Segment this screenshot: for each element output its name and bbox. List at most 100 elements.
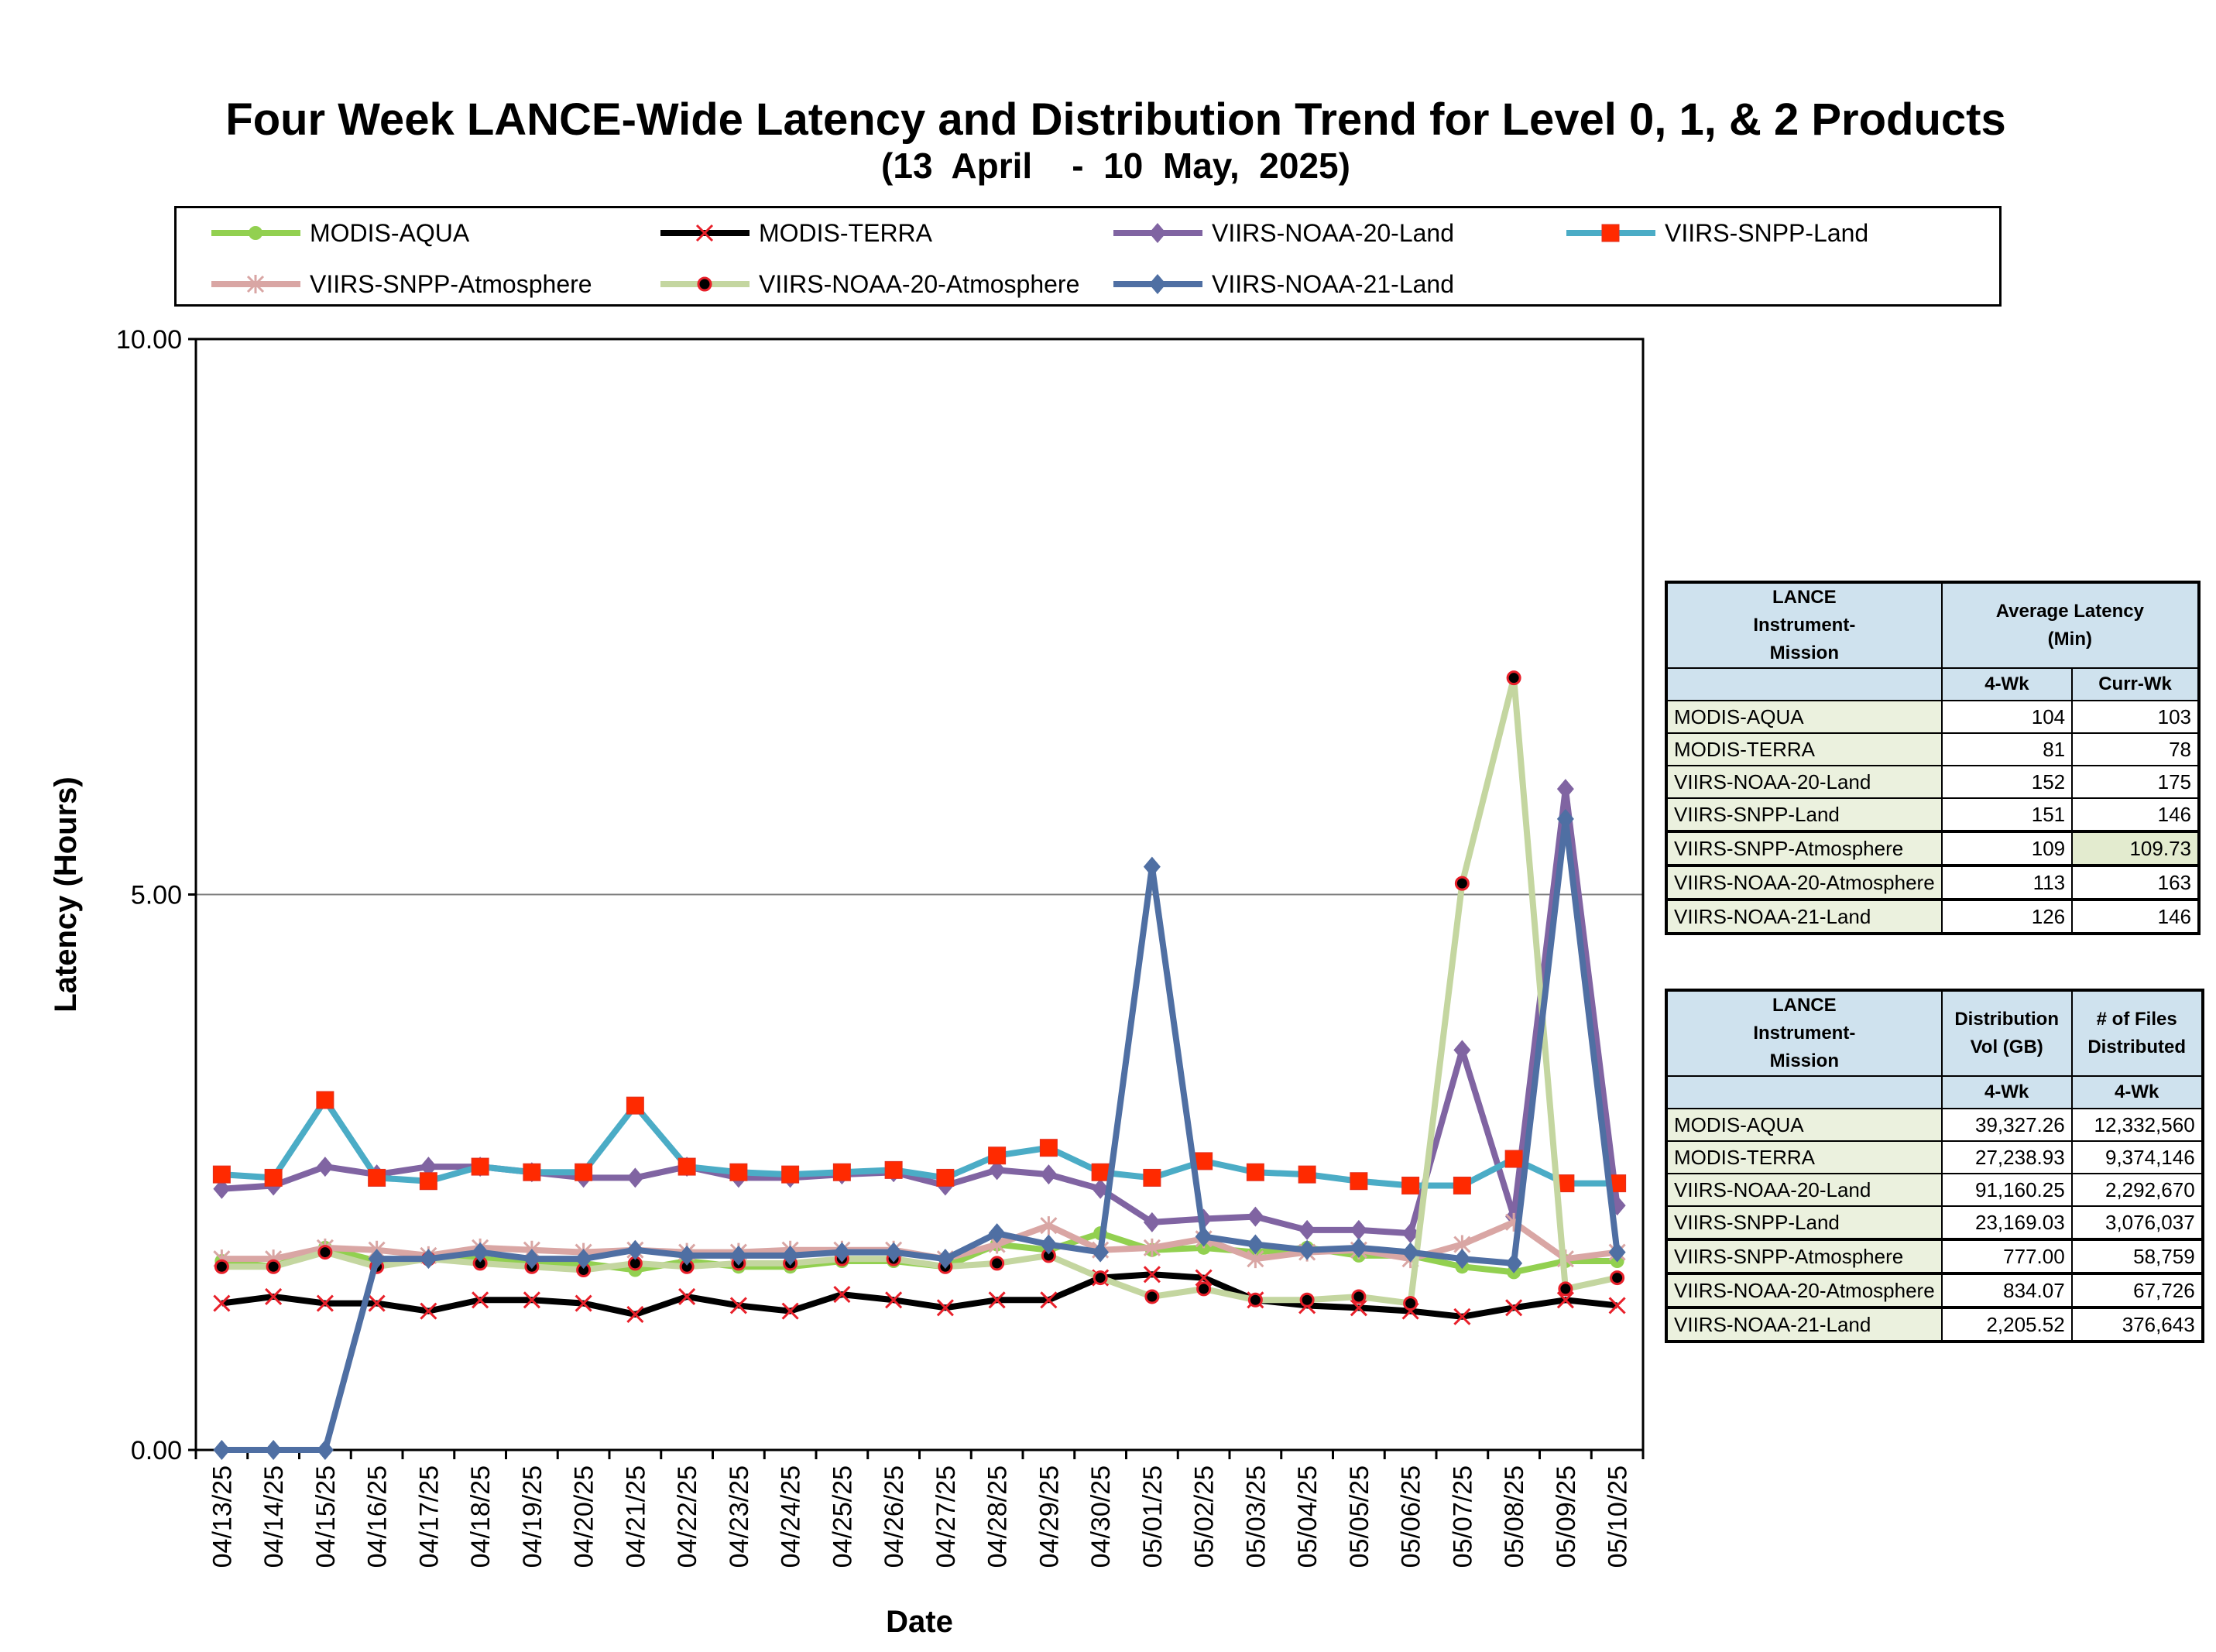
latency-row-name: VIIRS-NOAA-20-Atmosphere bbox=[1665, 864, 1943, 900]
latency-header-average-text: Average Latency (Min) bbox=[1995, 601, 2144, 649]
legend-label: VIIRS-NOAA-21-Land bbox=[1212, 270, 1455, 298]
data-point bbox=[1093, 1270, 1108, 1286]
dist-row-name: VIIRS-SNPP-Land bbox=[1665, 1205, 1943, 1240]
data-point bbox=[266, 1259, 281, 1274]
data-point bbox=[1453, 1249, 1471, 1270]
legend-swatch-marker bbox=[697, 276, 712, 292]
data-point bbox=[1040, 1164, 1058, 1185]
series-viirs-noaa-21-land bbox=[213, 808, 1626, 1460]
data-point bbox=[1246, 1163, 1264, 1181]
series-line-modis-terra bbox=[221, 1271, 1618, 1320]
legend-swatch-marker bbox=[246, 275, 265, 293]
table-row: VIIRS-NOAA-20-Land 152 175 bbox=[1665, 765, 2200, 799]
x-tick-label: 04/26/25 bbox=[880, 1465, 909, 1568]
data-point bbox=[1040, 1216, 1058, 1236]
data-point bbox=[523, 1291, 540, 1309]
legend-label: VIIRS-SNPP-Atmosphere bbox=[310, 270, 592, 298]
data-point bbox=[1143, 1212, 1161, 1232]
y-tick-label: 10.00 bbox=[116, 325, 182, 355]
data-point bbox=[523, 1163, 541, 1181]
dist-files-value: 58,759 bbox=[2070, 1238, 2204, 1274]
data-point bbox=[1143, 1238, 1161, 1257]
data-point bbox=[626, 1305, 644, 1323]
legend-swatch-marker bbox=[1149, 274, 1166, 294]
x-tick-label: 04/21/25 bbox=[621, 1465, 650, 1568]
table-row: MODIS-AQUA 39,327.26 12,332,560 bbox=[1665, 1108, 2204, 1142]
x-tick-label: 04/14/25 bbox=[259, 1465, 289, 1568]
series-viirs-snpp-land bbox=[212, 1091, 1627, 1194]
dist-files-value: 9,374,146 bbox=[2070, 1140, 2204, 1174]
dist-row-name: VIIRS-NOAA-20-Land bbox=[1665, 1173, 1943, 1207]
data-point bbox=[1504, 1150, 1523, 1168]
data-point bbox=[1505, 1253, 1523, 1273]
series-line-viirs-snpp-land bbox=[221, 1096, 1617, 1189]
data-point bbox=[1453, 1176, 1471, 1194]
data-point bbox=[1039, 1139, 1058, 1157]
data-point bbox=[368, 1168, 386, 1187]
latency-4wk-value: 104 bbox=[1940, 700, 2074, 734]
x-tick-label: 05/06/25 bbox=[1397, 1465, 1426, 1568]
dist-volume-value: 39,327.26 bbox=[1940, 1108, 2073, 1142]
dist-volume-value: 834.07 bbox=[1940, 1272, 2073, 1308]
data-point bbox=[677, 1157, 696, 1176]
series-line-viirs-noaa-20-atmosphere bbox=[221, 674, 1618, 1307]
legend-swatch bbox=[1113, 274, 1202, 294]
x-tick-label: 05/05/25 bbox=[1345, 1465, 1374, 1568]
data-point bbox=[368, 1249, 386, 1270]
data-point bbox=[1350, 1172, 1368, 1191]
x-tick-label: 04/20/25 bbox=[570, 1465, 599, 1568]
x-tick-label: 05/04/25 bbox=[1293, 1465, 1322, 1568]
data-point bbox=[420, 1157, 437, 1177]
data-point bbox=[1144, 1289, 1160, 1304]
x-tick-label: 05/10/25 bbox=[1604, 1465, 1633, 1568]
data-point bbox=[1401, 1223, 1419, 1244]
data-point bbox=[833, 1242, 851, 1263]
latency-curr-value: 175 bbox=[2071, 765, 2200, 799]
data-point bbox=[212, 1165, 231, 1184]
series-line-viirs-noaa-21-land bbox=[221, 815, 1621, 1453]
legend-swatch bbox=[211, 226, 300, 240]
y-axis-title: Latency (Hours) bbox=[49, 776, 83, 1013]
data-point bbox=[575, 1294, 592, 1312]
x-tick-label: 05/07/25 bbox=[1448, 1465, 1477, 1568]
data-point bbox=[1403, 1296, 1418, 1311]
table-row: VIIRS-SNPP-Land 151 146 bbox=[1665, 797, 2200, 832]
latency-row-name: MODIS-TERRA bbox=[1665, 732, 1943, 766]
data-point bbox=[420, 1249, 437, 1270]
data-point bbox=[1505, 1299, 1523, 1317]
data-point bbox=[1350, 1219, 1367, 1240]
latency-subheader-curr: Curr-Wk bbox=[2071, 667, 2200, 701]
dist-row-name: VIIRS-NOAA-20-Atmosphere bbox=[1665, 1272, 1943, 1308]
data-point bbox=[317, 1245, 333, 1260]
data-point bbox=[214, 1259, 229, 1274]
dist-files-value: 2,292,670 bbox=[2070, 1173, 2204, 1207]
y-tick-label: 0.00 bbox=[131, 1436, 182, 1465]
dist-volume-value: 91,160.25 bbox=[1940, 1173, 2073, 1207]
data-point bbox=[990, 1256, 1005, 1271]
latency-curr-value: 109.73 bbox=[2071, 830, 2200, 866]
data-point bbox=[781, 1245, 799, 1266]
data-point bbox=[988, 1223, 1006, 1244]
latency-4wk-value: 113 bbox=[1940, 864, 2074, 900]
data-point bbox=[1298, 1219, 1316, 1240]
dist-volume-value: 27,238.93 bbox=[1940, 1140, 2073, 1174]
latency-header-mission-text: LANCE Instrument-Mission bbox=[1753, 587, 1856, 663]
data-point bbox=[781, 1302, 799, 1320]
data-point bbox=[523, 1249, 540, 1270]
data-point bbox=[1143, 856, 1161, 877]
data-point bbox=[1608, 1242, 1626, 1263]
dist-volume-value: 2,205.52 bbox=[1940, 1306, 2073, 1342]
data-point bbox=[1401, 1176, 1420, 1194]
latency-4wk-value: 126 bbox=[1940, 898, 2074, 934]
data-point bbox=[678, 1287, 696, 1306]
latency-4wk-value: 151 bbox=[1940, 797, 2074, 832]
latency-4wk-value: 109 bbox=[1940, 830, 2074, 866]
latency-row-name: VIIRS-SNPP-Land bbox=[1665, 797, 1943, 832]
series-viirs-noaa-20-atmosphere bbox=[214, 670, 1625, 1311]
series-line-viirs-noaa-20-land bbox=[221, 786, 1621, 1237]
data-point bbox=[1350, 1299, 1367, 1317]
dist-volume-value: 777.00 bbox=[1940, 1238, 2073, 1274]
x-tick-label: 04/23/25 bbox=[725, 1465, 754, 1568]
data-point bbox=[1247, 1292, 1263, 1308]
latency-curr-value: 146 bbox=[2071, 797, 2200, 832]
